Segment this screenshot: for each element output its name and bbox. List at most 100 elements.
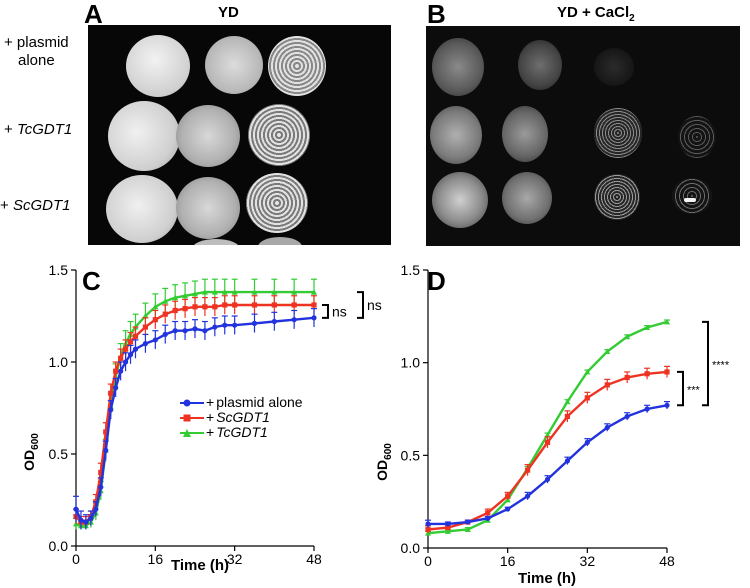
data-point — [73, 506, 79, 512]
data-point — [182, 306, 188, 312]
data-point — [251, 320, 258, 326]
significance-label: **** — [712, 360, 730, 372]
data-point — [311, 289, 317, 295]
x-tick-label: 48 — [306, 551, 322, 567]
legend-item-tcgdt1: + TcGDT1 — [180, 425, 303, 440]
series-circle — [425, 400, 670, 528]
data-point — [524, 493, 531, 499]
series-circle — [73, 308, 317, 530]
x-tick-label: 0 — [424, 553, 432, 569]
legend-marker-square-icon — [180, 414, 204, 421]
data-point — [142, 324, 149, 330]
data-point — [584, 439, 590, 445]
data-point — [604, 382, 610, 388]
data-point — [132, 333, 139, 339]
data-point — [127, 339, 134, 345]
data-point — [202, 328, 208, 334]
plate-a-image — [88, 25, 391, 245]
data-point — [544, 439, 551, 445]
colony-spot — [205, 36, 263, 94]
data-point — [142, 341, 149, 347]
data-point — [152, 337, 158, 343]
significance-label: ns — [332, 303, 347, 319]
data-point — [664, 402, 670, 408]
data-point — [624, 374, 630, 381]
data-point — [604, 348, 611, 355]
data-point — [201, 289, 208, 295]
y-tick-label: 1.5 — [401, 262, 421, 278]
row-label-tcgdt1: + TcGDT1 — [4, 121, 72, 139]
data-point — [162, 298, 169, 304]
x-tick-label: 32 — [580, 553, 596, 569]
legend-marker-circle-icon — [180, 399, 204, 406]
series-line — [428, 404, 668, 526]
data-point — [291, 289, 298, 295]
data-point — [93, 506, 99, 512]
data-point — [108, 407, 114, 413]
panel-b-title: YD + CaCl2 — [557, 5, 635, 27]
legend-item-scgdt1: + ScGDT1 — [180, 410, 303, 425]
data-point — [162, 311, 168, 317]
y-tick-label: 1.5 — [49, 262, 69, 278]
data-point — [192, 304, 198, 310]
row-label-line2: alone — [18, 52, 55, 69]
colony-spot — [106, 175, 178, 243]
y-tick-label: 0.5 — [401, 447, 421, 463]
data-point — [584, 395, 590, 401]
data-point — [544, 476, 551, 483]
data-point — [644, 324, 651, 330]
data-point — [505, 493, 511, 499]
data-point — [78, 517, 84, 523]
colony-spot — [594, 48, 634, 86]
x-tick-label: 16 — [500, 553, 516, 569]
data-point — [182, 292, 189, 299]
data-point — [271, 302, 277, 308]
data-point — [664, 318, 670, 325]
data-point — [172, 328, 178, 334]
colony-spot — [594, 174, 640, 220]
colony-spot — [126, 35, 190, 97]
row-label-gene: ScGDT1 — [12, 197, 71, 214]
data-point — [425, 526, 431, 533]
data-point — [222, 322, 228, 328]
colony-spot — [594, 108, 642, 158]
data-point — [222, 302, 228, 308]
colony-spot — [108, 101, 180, 171]
colony-spot — [176, 105, 240, 167]
data-point — [113, 368, 119, 374]
chart-c: OD600 Time (h) 0.0 0.5 1.0 1.5 0 16 32 48 ns ns — [21, 262, 382, 574]
significance-bracket — [357, 291, 364, 319]
legend-prefix: + — [206, 394, 215, 410]
legend-prefix: + — [206, 424, 215, 440]
legend-label: plasmid alone — [216, 394, 303, 410]
series-square — [73, 295, 317, 528]
data-point — [172, 294, 179, 301]
data-point — [445, 521, 451, 527]
data-point — [122, 359, 129, 365]
data-point — [624, 333, 631, 340]
x-tick-label: 0 — [72, 551, 80, 567]
data-point — [251, 302, 258, 308]
legend-label: ScGDT1 — [216, 409, 270, 425]
data-point — [231, 289, 238, 295]
colony-spot — [672, 178, 712, 214]
data-point — [311, 302, 317, 308]
data-point — [444, 528, 451, 534]
data-point — [103, 429, 109, 435]
data-point — [644, 406, 650, 412]
data-point — [182, 328, 188, 334]
panel-a-letter: A — [84, 0, 103, 29]
panel-b-title-main: YD + CaCl — [557, 4, 630, 21]
data-point — [142, 313, 149, 319]
panel-d-letter: D — [427, 266, 446, 296]
data-point — [118, 355, 124, 361]
legend-prefix: + — [206, 409, 215, 425]
data-point — [464, 526, 471, 532]
data-point — [212, 324, 218, 330]
data-point — [425, 521, 431, 527]
data-point — [152, 303, 159, 310]
panel-c-letter: C — [82, 266, 101, 296]
series-line — [427, 320, 668, 535]
row-label-scgdt1: + ScGDT1 — [0, 197, 70, 215]
significance-label: *** — [687, 385, 701, 397]
